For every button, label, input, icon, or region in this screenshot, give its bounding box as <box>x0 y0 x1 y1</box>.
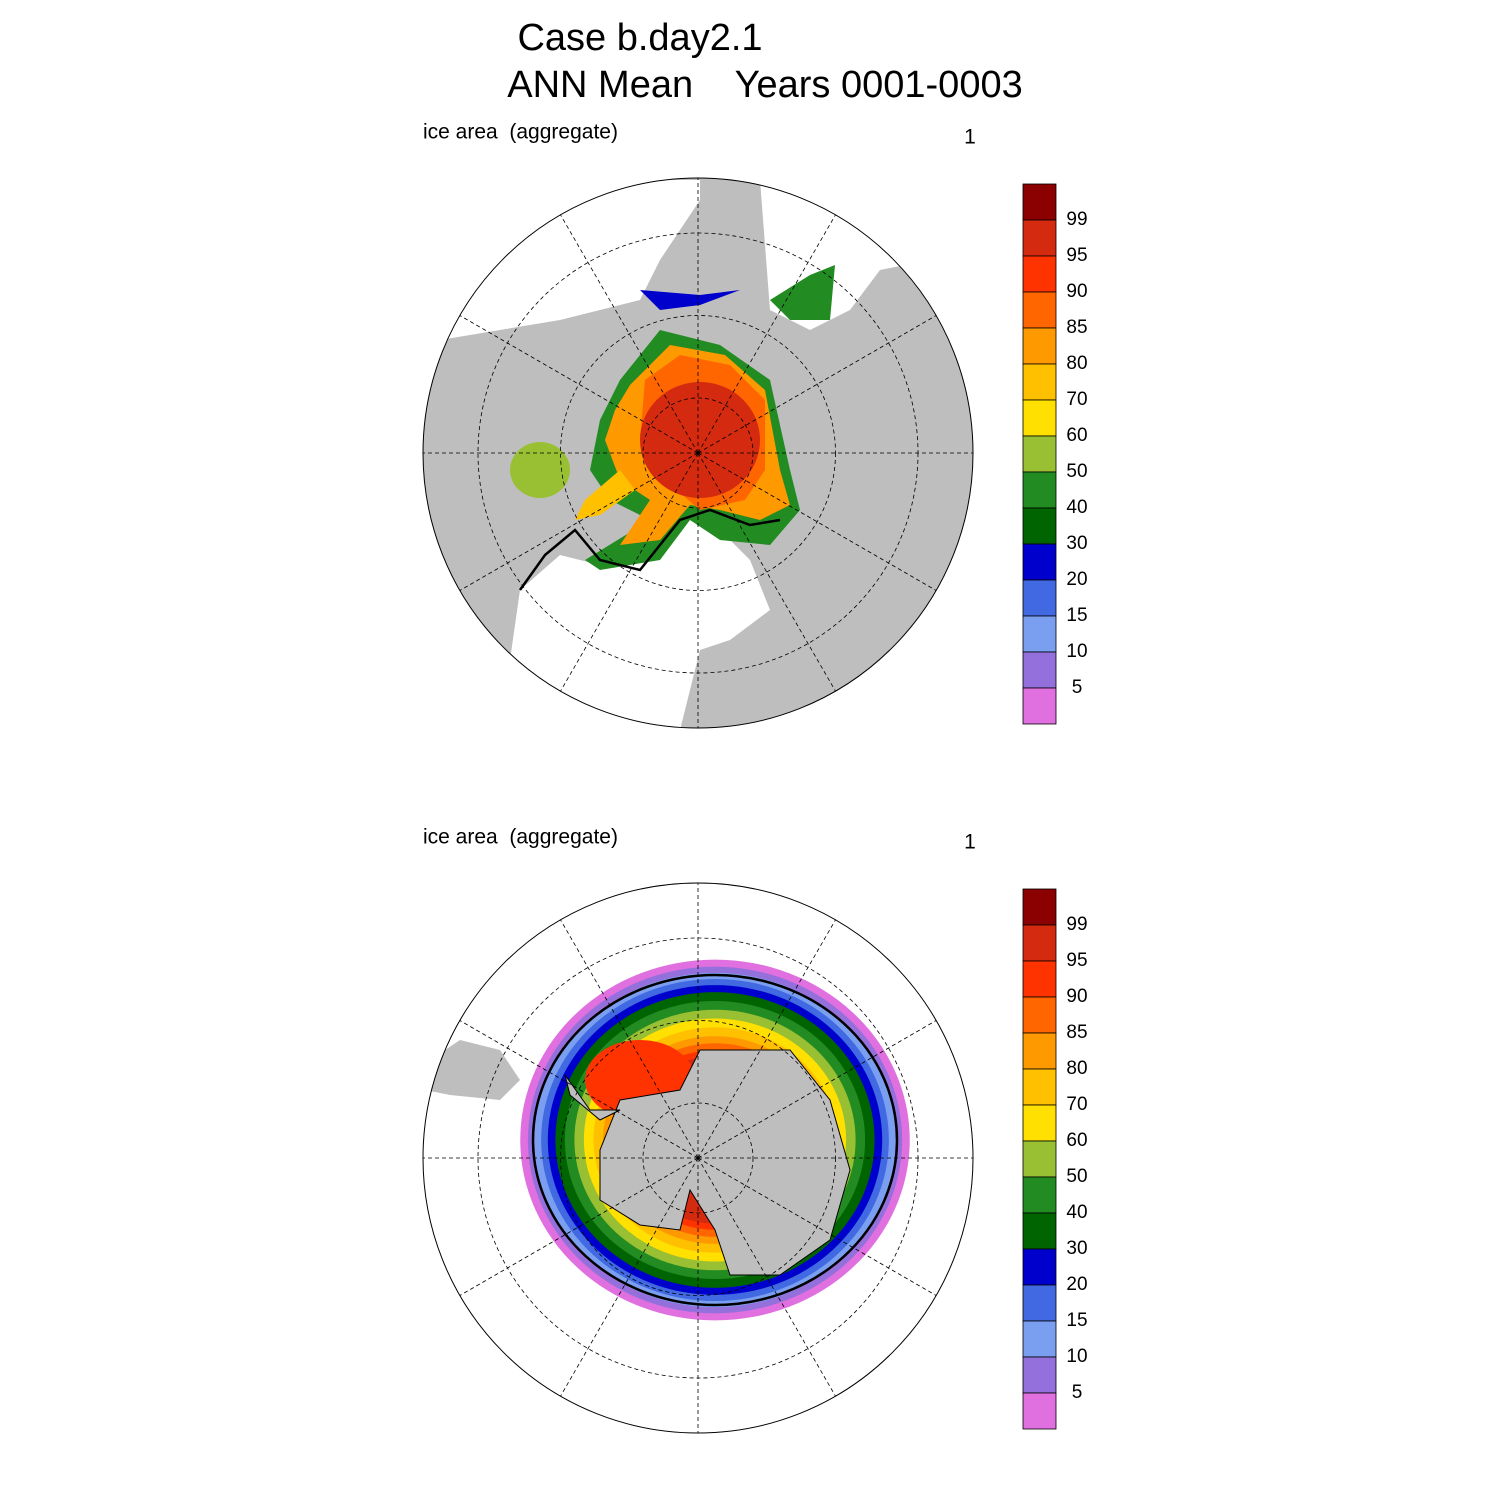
meridian <box>697 1157 937 1296</box>
colorbar-label: 95 <box>1066 950 1087 971</box>
title-line-2: ANN Mean Years 0001-0003 <box>507 64 1022 106</box>
meridian <box>697 1157 836 1397</box>
colorbar-label: 70 <box>1066 389 1087 410</box>
colorbar-label: 30 <box>1066 533 1087 554</box>
colorbar-label: 80 <box>1066 1058 1087 1079</box>
panel-label-right: 1 <box>964 831 976 854</box>
colorbar-label: 85 <box>1066 317 1087 338</box>
panel: ice area (aggregate) 1 99 95 90 85 80 70 60 50 40 3… <box>422 121 1088 729</box>
panel-label-left: ice area (aggregate) <box>423 826 618 849</box>
colorbar-label: 90 <box>1066 986 1087 1007</box>
ice-core <box>640 382 760 498</box>
meridian <box>560 1157 699 1397</box>
colorbar-label: 60 <box>1066 1130 1087 1151</box>
colorbar-box <box>1022 507 1057 545</box>
colorbar-label: 15 <box>1066 605 1087 626</box>
colorbar-box <box>1022 1212 1057 1250</box>
colorbar-box <box>1022 1356 1057 1394</box>
ice-contour <box>531 973 899 1307</box>
colorbar-label: 95 <box>1066 245 1087 266</box>
colorbar-label: 15 <box>1066 1310 1087 1331</box>
colorbar-box <box>1022 1248 1057 1286</box>
colorbar-box <box>1022 291 1057 329</box>
colorbar-box <box>1022 579 1057 617</box>
meridian <box>697 315 937 454</box>
colorbar-box <box>1022 399 1057 437</box>
latitude-circle <box>642 1102 754 1214</box>
colorbar-box <box>1022 615 1057 653</box>
meridian <box>459 1020 699 1159</box>
colorbar-box <box>1022 327 1057 365</box>
colorbar-label: 85 <box>1066 1022 1087 1043</box>
colorbar-box <box>1022 219 1057 257</box>
colorbar-box <box>1022 1320 1057 1358</box>
meridian <box>697 919 836 1159</box>
latitude-circle <box>560 315 836 591</box>
colorbar-label: 40 <box>1066 1202 1087 1223</box>
colorbar-box <box>1022 1284 1057 1322</box>
map-border <box>422 177 974 729</box>
panel-label-right: 1 <box>964 126 976 149</box>
colorbar-box <box>1022 363 1057 401</box>
colorbar-label: 60 <box>1066 425 1087 446</box>
latitude-circle <box>560 1020 836 1296</box>
panel-label-left: ice area (aggregate) <box>423 121 618 144</box>
colorbar-box <box>1022 924 1057 962</box>
colorbar-label: 99 <box>1066 914 1087 935</box>
colorbar-label: 80 <box>1066 353 1087 374</box>
ice-baffin <box>575 470 635 520</box>
colorbar-box <box>1022 1104 1057 1142</box>
colorbar-box <box>1022 888 1057 926</box>
colorbar-label: 20 <box>1066 569 1087 590</box>
land-s-america <box>425 1040 520 1100</box>
colorbar-box <box>1022 471 1057 509</box>
colorbar-label: 90 <box>1066 281 1087 302</box>
colorbar-label: 20 <box>1066 1274 1087 1295</box>
ocean-atlantic <box>500 515 770 728</box>
ice-hudson <box>510 442 570 498</box>
colorbar-box <box>1022 435 1057 473</box>
colorbar-label: 50 <box>1066 1166 1087 1187</box>
colorbar-box <box>1022 183 1057 221</box>
colorbar-box <box>1022 960 1057 998</box>
colorbar-box <box>1022 1176 1057 1214</box>
colorbar-label: 10 <box>1066 1346 1087 1367</box>
meridian <box>697 1020 937 1159</box>
colorbar-label: 70 <box>1066 1094 1087 1115</box>
title-line-1: Case b.day2.1 <box>517 17 762 59</box>
meridian <box>697 214 836 454</box>
ice-bering <box>640 290 740 310</box>
map-border <box>422 882 974 1434</box>
colorbar-box <box>1022 1140 1057 1178</box>
colorbar-box <box>1022 651 1057 689</box>
colorbar-label: 99 <box>1066 209 1087 230</box>
colorbar-box <box>1022 996 1057 1034</box>
meridian <box>560 214 699 454</box>
colorbar-label: 5 <box>1072 677 1083 698</box>
meridian <box>459 1157 699 1296</box>
ice-okhotsk <box>770 265 835 320</box>
meridian <box>697 452 937 591</box>
latitude-circle <box>642 397 754 509</box>
colorbar-label: 10 <box>1066 641 1087 662</box>
colorbar-box <box>1022 1032 1057 1070</box>
meridian <box>459 452 699 591</box>
colorbar-box <box>1022 543 1057 581</box>
peninsula <box>564 1074 621 1121</box>
colorbar-box <box>1022 1392 1057 1430</box>
colorbar-label: 30 <box>1066 1238 1087 1259</box>
meridian <box>697 452 836 692</box>
colorbar-label: 5 <box>1072 1382 1083 1403</box>
colorbar-box <box>1022 255 1057 293</box>
colorbar-box <box>1022 687 1057 725</box>
meridian <box>459 315 699 454</box>
panel: ice area (aggregate) 1 99 95 90 85 80 70 60 50 40 3… <box>422 826 1088 1434</box>
colorbar-label: 50 <box>1066 461 1087 482</box>
colorbar-label: 40 <box>1066 497 1087 518</box>
meridian <box>560 452 699 692</box>
meridian <box>560 919 699 1159</box>
colorbar-box <box>1022 1068 1057 1106</box>
